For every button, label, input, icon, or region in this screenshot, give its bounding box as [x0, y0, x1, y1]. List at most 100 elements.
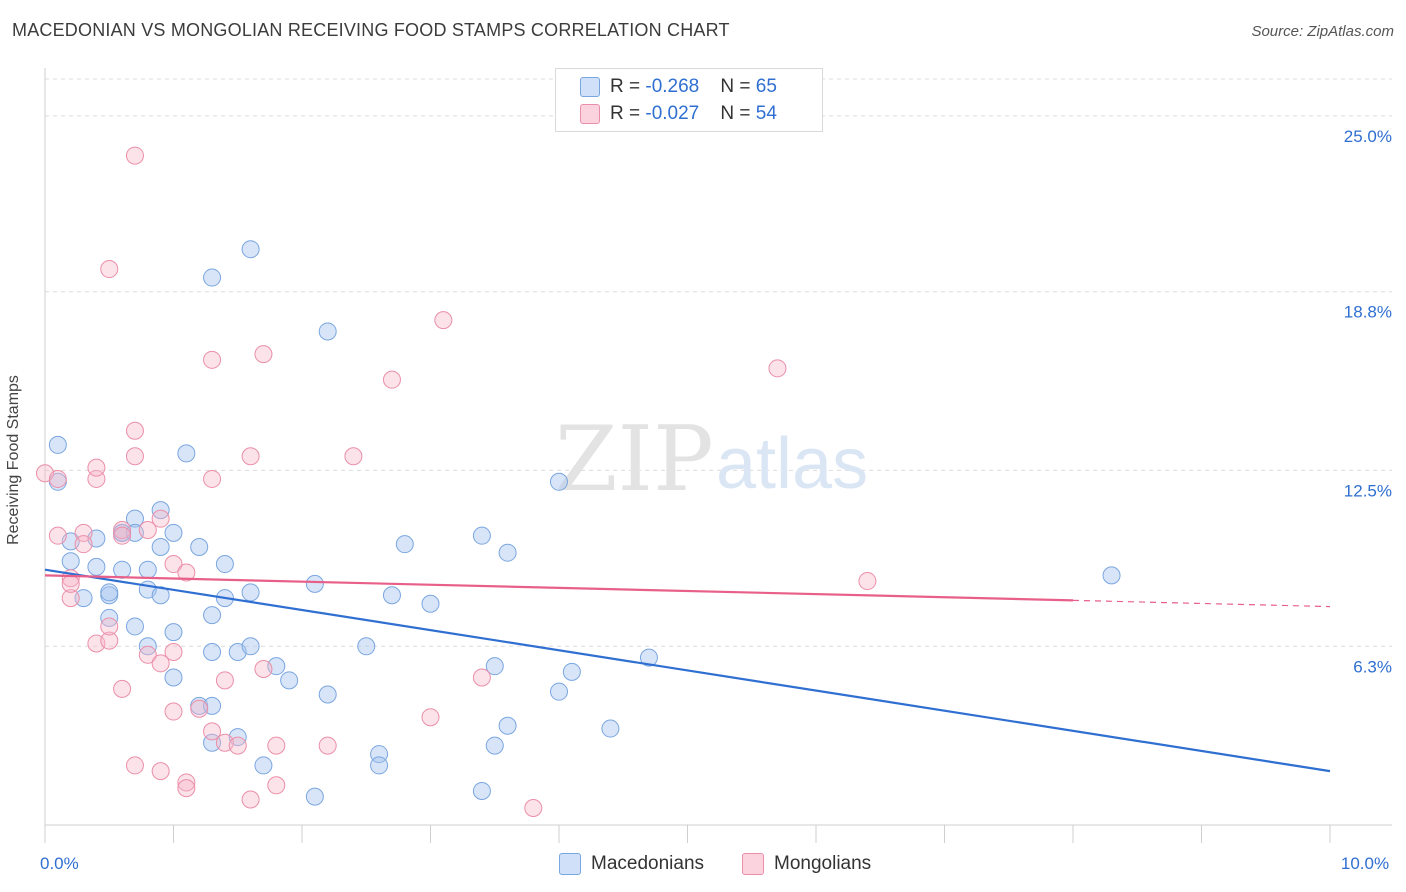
r-value-mongolians: -0.027: [645, 103, 700, 124]
macedonian-point-57: [498, 716, 517, 735]
mongolian-point-49: [524, 798, 543, 817]
grid-lines: [45, 78, 1392, 647]
mongolian-point-15: [125, 146, 144, 165]
mongolian-point-45: [382, 370, 401, 389]
mongolian-point-22: [151, 654, 170, 673]
macedonian-point-43: [305, 787, 324, 806]
macedonian-point-54: [485, 657, 504, 676]
mongolian-point-27: [177, 773, 196, 792]
mongolian-point-29: [177, 563, 196, 582]
macedonian-point-56: [498, 543, 517, 562]
macedonian-point-25: [190, 538, 209, 557]
mongolian-trend-line: [44, 574, 1074, 602]
macedonian-point-46: [357, 637, 376, 656]
y-tick-label-3: 25.0%: [1344, 127, 1392, 146]
mongolian-point-52: [100, 260, 119, 279]
mongolian-point-50: [768, 359, 787, 378]
legend-swatch-macedonians: [580, 77, 600, 97]
bottom-swatch-mongolians: [742, 853, 764, 875]
macedonian-point-29: [203, 642, 222, 661]
macedonian-point-51: [421, 594, 440, 613]
macedonian-point-59: [550, 472, 568, 491]
macedonian-point-48: [370, 756, 389, 775]
mongolian-point-16: [125, 421, 144, 440]
mongolian-point-24: [164, 555, 183, 574]
macedonian-point-62: [639, 648, 658, 667]
n-value-macedonians: 65: [755, 76, 777, 97]
macedonian-point-35: [241, 637, 260, 656]
macedonian-point-53: [472, 526, 491, 545]
mongolian-point-18: [125, 756, 144, 775]
y-tick-label-1: 12.5%: [1344, 481, 1392, 500]
macedonian-point-64: [113, 560, 132, 579]
macedonian-point-60: [562, 662, 581, 681]
macedonian-point-55: [485, 736, 504, 755]
mongolian-point-5: [61, 574, 80, 593]
mongolian-point-9: [87, 458, 106, 477]
r-value-macedonians: -0.268: [645, 76, 700, 97]
mongolian-point-41: [267, 736, 286, 755]
macedonian-point-52: [472, 781, 491, 800]
macedonian-point-3: [61, 552, 80, 571]
legend-swatch-mongolians: [580, 104, 600, 124]
mongolian-point-20: [138, 645, 157, 664]
macedonian-point-45: [318, 685, 337, 704]
mongolian-point-30: [190, 699, 209, 718]
mongolian-point-13: [113, 521, 132, 540]
mongolian-point-26: [164, 702, 183, 721]
mongolian-point-47: [434, 311, 453, 330]
mongolian-point-25: [164, 642, 183, 661]
watermark-zip: ZIP: [555, 407, 714, 512]
correlation-legend: R = -0.268 N = 65 R = -0.027 N = 54: [555, 68, 823, 132]
mongolian-point-7: [74, 535, 93, 554]
macedonian-point-61: [601, 719, 620, 738]
macedonian-point-58: [550, 682, 568, 701]
source-label: Source: ZipAtlas.com: [1251, 23, 1394, 40]
macedonian-point-42: [305, 574, 324, 593]
macedonian-point-39: [280, 671, 299, 690]
bottom-label-macedonians: Macedonians: [591, 853, 705, 874]
macedonian-point-37: [254, 756, 273, 775]
mongolian-point-28: [177, 779, 196, 798]
macedonian-point-12: [125, 509, 144, 528]
mongolian-point-4: [61, 589, 80, 608]
mongolian-point-46: [421, 708, 440, 727]
trend-lines: [44, 568, 1331, 773]
macedonian-point-40: [203, 268, 222, 287]
mongolian-point-2: [48, 526, 67, 545]
data-points: [36, 146, 1121, 817]
mongolian-point-19: [138, 521, 157, 540]
x-tick-label-0: 0.0%: [40, 854, 79, 873]
macedonian-point-21: [164, 523, 183, 542]
mongolian-point-37: [241, 447, 260, 466]
mongolian-point-32: [203, 722, 222, 741]
x-tick-label-1: 10.0%: [1341, 854, 1389, 873]
mongolian-point-48: [472, 668, 491, 687]
watermark: ZIP atlas: [555, 407, 868, 512]
macedonian-point-36: [241, 583, 260, 602]
mongolian-point-23: [151, 509, 170, 528]
mongolian-point-42: [267, 776, 286, 795]
macedonian-trend-line: [44, 568, 1331, 773]
mongolian-point-53: [113, 526, 132, 545]
y-tick-label-0: 6.3%: [1353, 657, 1392, 676]
macedonian-point-24: [177, 444, 196, 463]
macedonian-point-44: [318, 322, 337, 341]
mongolian-point-21: [151, 762, 170, 781]
tick-labels: 6.3% 12.5% 18.8% 25.0% 0.0% 10.0%: [40, 127, 1392, 873]
mongolian-point-17: [125, 447, 144, 466]
mongolian-point-11: [100, 631, 119, 650]
mongolian-point-39: [254, 345, 273, 364]
macedonian-point-15: [125, 617, 144, 636]
macedonian-point-17: [138, 560, 157, 579]
macedonian-point-19: [151, 538, 170, 557]
mongolian-point-12: [100, 617, 119, 636]
mongolian-point-51: [858, 572, 877, 591]
mongolian-point-14: [113, 679, 132, 698]
macedonian-point-6: [87, 557, 106, 576]
mongolian-point-40: [254, 659, 273, 678]
macedonian-point-30: [203, 606, 222, 625]
macedonian-point-23: [164, 668, 183, 687]
mongolian-point-33: [203, 469, 222, 488]
